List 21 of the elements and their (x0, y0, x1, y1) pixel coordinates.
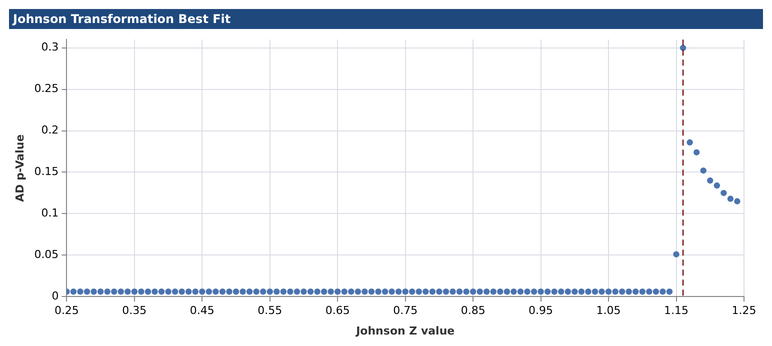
x-tick-label: 0.25 (54, 304, 79, 318)
y-tick-label: 0.1 (41, 206, 59, 220)
y-tick-label: 0.3 (41, 40, 59, 54)
x-axis-title: Johnson Z value (355, 324, 455, 338)
chart-title: Johnson Transformation Best Fit (9, 9, 763, 29)
x-tick-label: 1.25 (732, 304, 756, 318)
x-tick-label: 0.65 (325, 304, 350, 318)
y-tick-label: 0.25 (34, 82, 59, 96)
x-tick-label: 0.95 (528, 304, 554, 318)
x-tick-label: 0.75 (393, 304, 418, 318)
x-tick-label: 0.45 (190, 304, 214, 318)
x-tick-label: 0.35 (122, 304, 147, 318)
y-tick-label: 0 (52, 289, 59, 302)
x-tick-label: 0.55 (258, 304, 282, 318)
y-axis-title: AD p-Value (13, 134, 26, 202)
y-tick-label: 0.2 (41, 124, 59, 137)
y-tick-label: 0.15 (34, 165, 59, 178)
x-tick-label: 1.05 (596, 304, 621, 318)
x-tick-label: 0.85 (460, 304, 486, 318)
y-tick-label: 0.05 (34, 248, 59, 262)
x-tick-label: 1.15 (664, 304, 689, 318)
